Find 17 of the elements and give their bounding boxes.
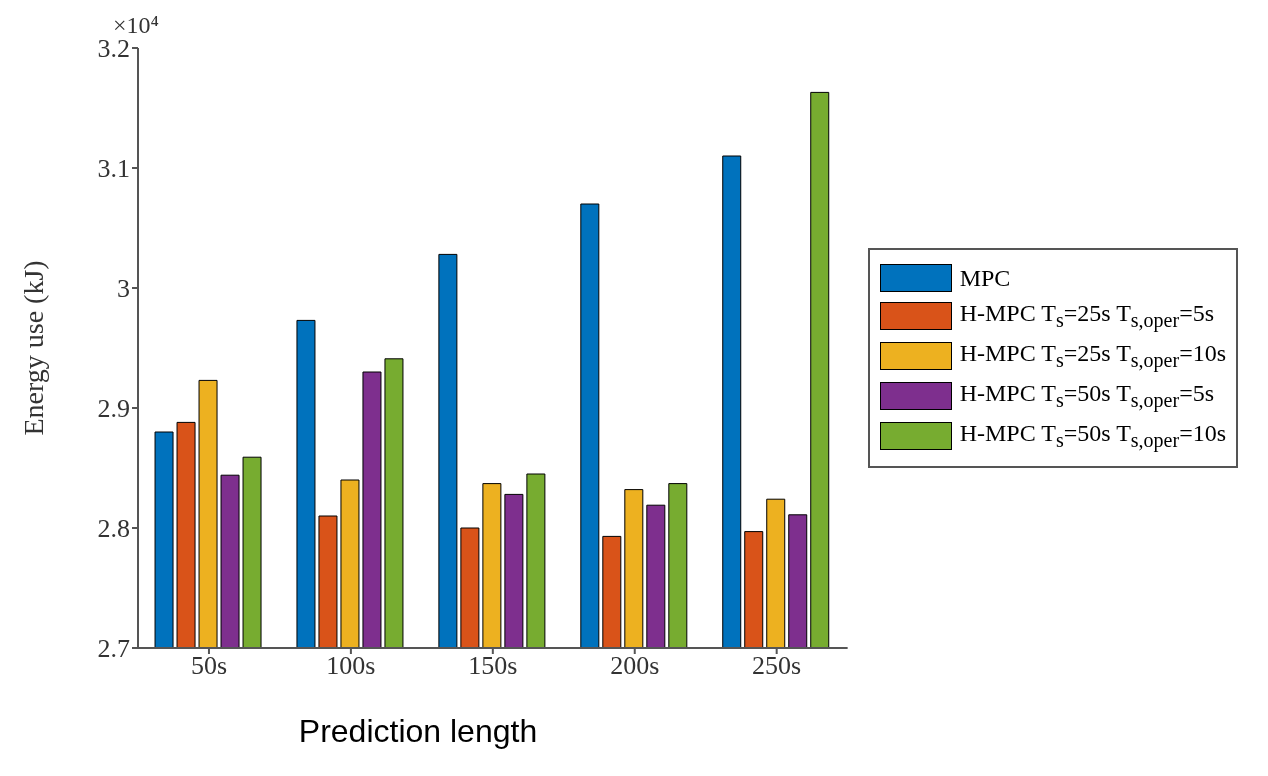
x-tick-label: 200s	[610, 651, 660, 681]
x-tick-label: 150s	[468, 651, 518, 681]
legend-label: H-MPC T$_{s}$=25s T$_{s,oper}$=10s	[959, 340, 1226, 372]
legend-label: H-MPC T$_{s}$=50s T$_{s,oper}$=5s	[959, 380, 1214, 412]
y-tick-label: 2.8	[97, 514, 130, 544]
y-tick-label: 3	[117, 274, 130, 304]
x-tick-label: 250s	[752, 651, 802, 681]
legend-label: MPC	[959, 264, 1011, 292]
x-tick-label: 50s	[190, 651, 228, 681]
legend-label: H-MPC T$_{s}$=25s T$_{s,oper}$=5s	[959, 300, 1214, 333]
x-tick-label: 100s	[326, 651, 376, 681]
y-tick-label: 2.7	[97, 634, 130, 664]
y-tick-label: 3.1	[97, 154, 130, 184]
y-axis-title: Energy use (kJ)	[17, 260, 49, 436]
legend-label: H-MPC T$_{s}$=50s T$_{s,oper}$=10s	[959, 419, 1226, 452]
y-tick-label: 2.9	[97, 394, 130, 424]
x-axis-title: Prediction length	[297, 713, 539, 750]
